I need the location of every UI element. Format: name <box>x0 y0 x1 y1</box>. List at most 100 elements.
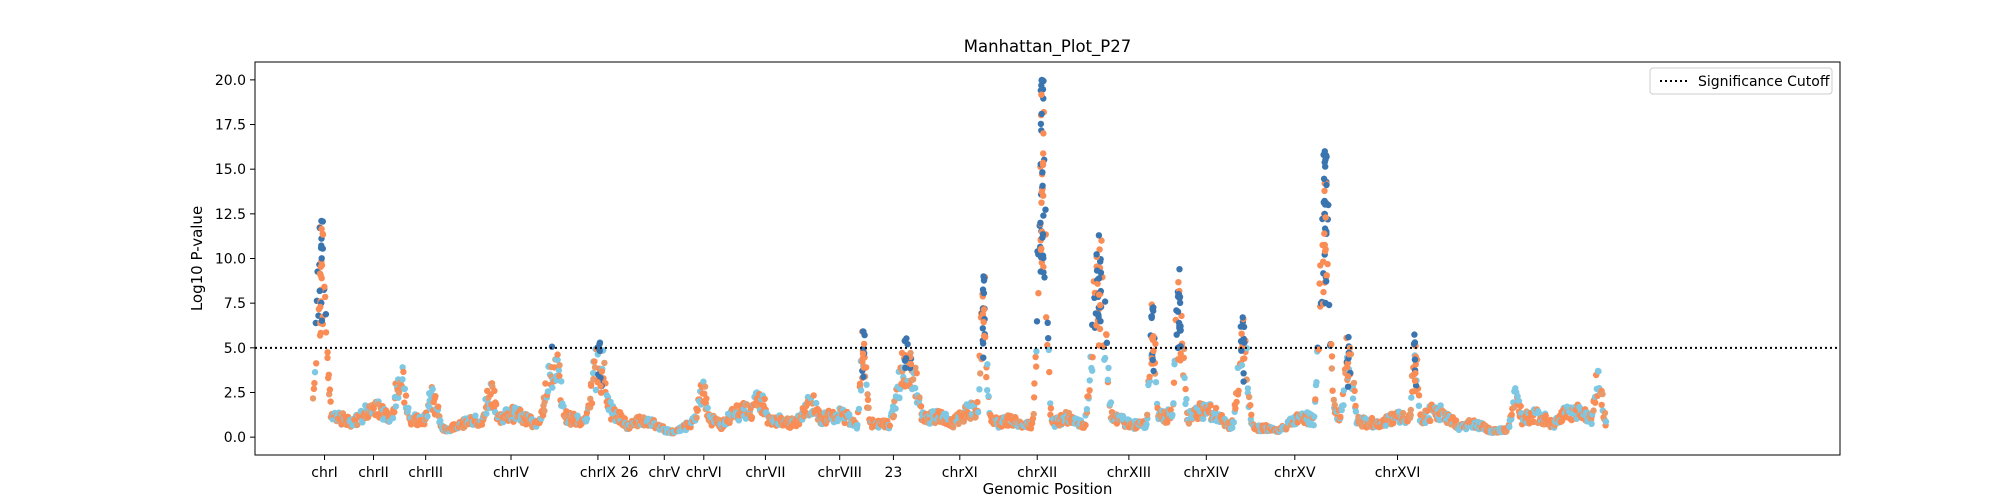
data-point <box>1040 150 1047 157</box>
x-axis-label: Genomic Position <box>983 480 1113 498</box>
data-point <box>1150 333 1157 340</box>
x-tick-label: 23 <box>885 465 903 481</box>
data-point <box>1097 302 1104 309</box>
data-point <box>864 391 871 398</box>
data-point <box>1082 421 1089 429</box>
data-point <box>1101 354 1109 362</box>
data-point <box>318 317 326 324</box>
data-point <box>1033 363 1040 370</box>
data-point <box>548 343 556 350</box>
data-point <box>1229 424 1236 431</box>
data-point <box>370 405 377 412</box>
x-tick-label: chrXI <box>942 465 978 481</box>
x-tick-label: chrI <box>311 465 337 481</box>
data-point <box>1344 373 1352 380</box>
data-point <box>1321 230 1328 237</box>
data-point <box>544 388 552 395</box>
data-point <box>1238 347 1245 354</box>
data-point <box>1170 400 1177 407</box>
data-point <box>1328 353 1336 360</box>
data-point <box>977 370 984 377</box>
data-point <box>974 409 982 416</box>
data-point <box>1093 267 1101 274</box>
data-point <box>916 394 923 401</box>
data-point <box>1407 411 1414 419</box>
data-point <box>974 398 981 406</box>
data-point <box>1323 278 1330 285</box>
data-point <box>955 420 962 428</box>
data-point <box>979 325 986 332</box>
data-point <box>1411 377 1419 384</box>
data-point <box>1096 246 1103 253</box>
data-point <box>980 289 988 297</box>
data-point <box>1590 407 1597 414</box>
data-point <box>985 392 992 400</box>
data-points <box>309 76 1610 437</box>
data-point <box>1089 367 1096 374</box>
data-point <box>902 355 910 362</box>
data-point <box>405 404 412 412</box>
data-point <box>435 403 442 410</box>
data-point <box>1412 369 1419 377</box>
y-tick-label: 7.5 <box>224 296 246 312</box>
data-point <box>1169 411 1176 418</box>
data-point <box>1200 415 1207 422</box>
data-point <box>983 373 990 381</box>
data-point <box>979 340 987 347</box>
data-point <box>859 358 866 366</box>
x-tick-label: chrIV <box>493 465 529 481</box>
data-point <box>1321 187 1328 195</box>
data-point <box>326 386 334 393</box>
data-point <box>859 350 867 357</box>
data-point <box>402 392 410 399</box>
y-tick-label: 0.0 <box>224 430 246 446</box>
data-point <box>338 421 345 428</box>
data-point <box>1182 385 1189 393</box>
y-tick-label: 5.0 <box>224 341 246 357</box>
x-axis: chrI chrII chrIII chrIV chrIX 26 chrV chrVI chrV… <box>311 455 1420 481</box>
data-point <box>1233 398 1240 406</box>
data-point <box>558 378 565 385</box>
data-point <box>1412 361 1420 368</box>
data-point <box>1595 368 1602 375</box>
x-tick-label: chrVII <box>745 465 785 481</box>
data-point <box>1542 412 1549 419</box>
data-point <box>1351 387 1358 395</box>
data-point <box>856 380 864 387</box>
data-point <box>1399 409 1407 417</box>
data-point <box>1033 348 1040 355</box>
data-point <box>1343 364 1351 371</box>
data-point <box>701 383 709 390</box>
legend-entry-significance-cutoff: Significance Cutoff <box>1698 74 1830 90</box>
data-point <box>1095 291 1103 298</box>
data-point-peak <box>904 341 911 348</box>
x-tick-label: chrVIII <box>818 465 862 481</box>
data-point-peak <box>596 341 603 348</box>
data-point <box>857 387 865 394</box>
data-point <box>913 370 920 377</box>
data-point <box>1244 385 1252 392</box>
data-point-peak <box>1176 266 1183 273</box>
data-point <box>324 354 331 362</box>
data-point <box>1340 387 1348 394</box>
data-point <box>598 368 606 375</box>
data-point <box>1340 402 1347 409</box>
data-point <box>392 403 400 410</box>
y-tick-label: 15.0 <box>215 162 246 178</box>
data-point <box>1030 410 1037 418</box>
data-point <box>1230 419 1238 426</box>
data-point <box>1245 393 1253 401</box>
data-point <box>493 401 500 408</box>
data-point-peak <box>1149 305 1156 312</box>
data-point <box>981 332 988 340</box>
data-point <box>950 424 957 431</box>
data-point <box>1178 312 1185 320</box>
data-point <box>1349 395 1357 402</box>
data-point <box>902 364 909 372</box>
data-point <box>560 403 567 410</box>
data-point <box>1322 163 1329 170</box>
data-point <box>1411 356 1419 363</box>
data-point <box>1323 181 1330 189</box>
data-point <box>1312 396 1319 403</box>
data-point <box>984 387 991 394</box>
